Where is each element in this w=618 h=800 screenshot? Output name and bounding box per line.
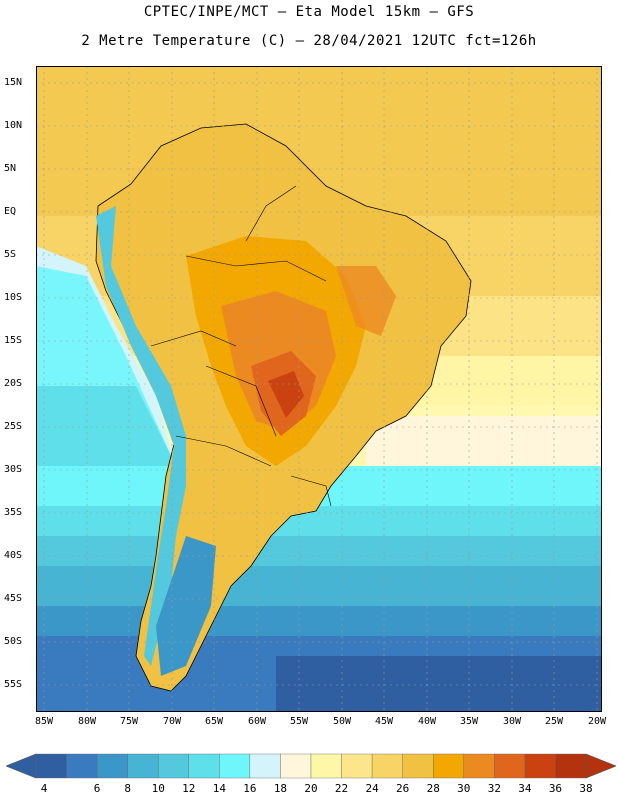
lon-label: 35W xyxy=(459,716,479,727)
colorbar-arrow-low xyxy=(6,753,37,779)
colorbar-label: 32 xyxy=(487,782,501,795)
colorbar-label: 30 xyxy=(457,782,471,795)
ne-hot xyxy=(336,266,396,336)
lat-label: 55S xyxy=(4,679,23,690)
colorbar-swatch xyxy=(188,753,220,779)
colorbar-label: 36 xyxy=(548,782,563,795)
colorbar-swatch xyxy=(310,753,342,779)
lat-label: 5N xyxy=(4,163,17,174)
colorbar-swatch xyxy=(280,753,312,779)
country-borders xyxy=(150,185,332,507)
colorbar-swatch xyxy=(66,753,98,779)
lat-label: 30S xyxy=(4,464,23,475)
lat-label: 20S xyxy=(4,378,23,389)
graticule xyxy=(36,66,602,712)
colorbar-swatch xyxy=(219,753,251,779)
colorbar-swatch xyxy=(35,753,67,779)
colorbar-label: 4 xyxy=(40,782,48,795)
colorbar-swatches xyxy=(35,753,587,779)
lat-label: 45S xyxy=(4,593,23,604)
lat-label: 40S xyxy=(4,550,23,561)
colorbar-swatch xyxy=(158,753,189,779)
lon-label: 30W xyxy=(502,716,522,727)
lon-label: 55W xyxy=(289,716,309,727)
colorbar-swatch xyxy=(96,753,128,779)
colorbar-swatch xyxy=(463,753,495,779)
lon-label: 75W xyxy=(119,716,139,727)
temperature-map xyxy=(36,66,602,712)
colorbar-label: 24 xyxy=(365,782,379,795)
colorbar-label: 14 xyxy=(212,782,226,795)
colorbar-swatch xyxy=(341,753,373,779)
lat-label: EQ xyxy=(4,206,17,217)
lat-label: 25S xyxy=(4,421,23,432)
colorbar-label: 16 xyxy=(243,782,257,795)
lon-label: 65W xyxy=(204,716,224,727)
lat-label: 50S xyxy=(4,636,23,647)
colorbar-swatch xyxy=(433,753,464,779)
colorbar-swatch xyxy=(249,753,281,779)
lon-label: 25W xyxy=(544,716,564,727)
patagonia-cool xyxy=(156,536,216,676)
colorbar-arrow-high xyxy=(585,753,616,779)
lon-label: 70W xyxy=(162,716,182,727)
interior-hottest-2 xyxy=(268,371,304,418)
colorbar-label: 26 xyxy=(396,782,410,795)
lat-label: 15N xyxy=(4,77,23,88)
lon-label: 45W xyxy=(374,716,394,727)
colorbar-swatch xyxy=(371,753,403,779)
lon-label: 85W xyxy=(34,716,54,727)
lon-label: 50W xyxy=(332,716,352,727)
colorbar-swatch xyxy=(402,753,434,779)
lat-label: 5S xyxy=(4,249,17,260)
colorbar-swatch xyxy=(494,753,526,779)
colorbar-label: 12 xyxy=(182,782,196,795)
chart-title: CPTEC/INPE/MCT – Eta Model 15km – GFS xyxy=(143,4,475,20)
lon-label: 20W xyxy=(587,716,607,727)
colorbar-label: 34 xyxy=(518,782,532,795)
colorbar xyxy=(6,753,616,779)
colorbar-label: 18 xyxy=(273,782,288,795)
lat-label: 35S xyxy=(4,507,23,518)
colorbar-label: 22 xyxy=(334,782,349,795)
lon-label: 40W xyxy=(417,716,437,727)
colorbar-label: 8 xyxy=(124,782,131,795)
colorbar-label: 20 xyxy=(304,782,318,795)
lon-label: 60W xyxy=(247,716,267,727)
lat-label: 15S xyxy=(4,335,23,346)
lon-label: 80W xyxy=(77,716,97,727)
colorbar-label: 10 xyxy=(151,782,165,795)
zone-cyan-pacific-2 xyxy=(36,386,176,466)
colorbar-swatch xyxy=(524,753,556,779)
colorbar-swatch xyxy=(555,753,587,779)
colorbar-label: 28 xyxy=(426,782,440,795)
zone-blue-4 xyxy=(276,656,602,712)
colorbar-label: 38 xyxy=(579,782,593,795)
colorbar-swatch xyxy=(127,753,159,779)
lat-label: 10S xyxy=(4,292,23,303)
colorbar-label: 6 xyxy=(93,782,101,795)
chart-subtitle: 2 Metre Temperature (C) – 28/04/2021 12U… xyxy=(81,33,537,49)
lat-label: 10N xyxy=(4,120,23,131)
andes-cold xyxy=(96,206,186,666)
